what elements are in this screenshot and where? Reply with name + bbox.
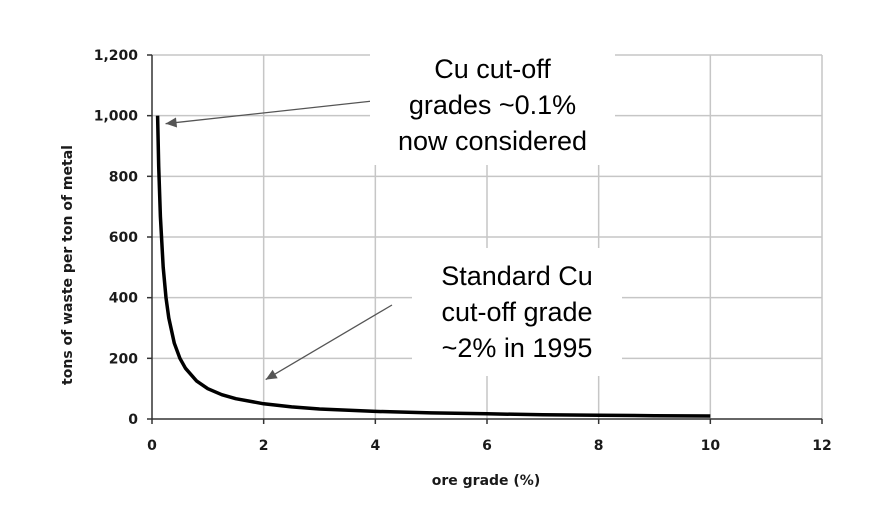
x-tick-label-0: 0 — [147, 438, 157, 454]
annotation-arrowhead-1 — [165, 117, 178, 128]
series-line-1 — [155, 115, 711, 418]
annotation-box-1 — [370, 45, 615, 165]
annotation-1-line-2: grades ~0.1% — [409, 90, 576, 120]
annotation-2-line-1: Standard Cu — [441, 261, 593, 291]
annotation-2-line-2: cut-off grade — [441, 297, 592, 327]
annotation-1-line-1: Cu cut-off — [434, 54, 551, 84]
x-tick-label-2: 2 — [259, 438, 269, 454]
x-axis-label: ore grade (%) — [432, 473, 540, 489]
x-tick-label-10: 10 — [701, 438, 721, 454]
y-tick-labels: 0 200 400 600 800 1,000 1,200 — [94, 48, 139, 428]
annotation-1-line-3: now considered — [398, 126, 587, 156]
annotation-2: Standard Cu cut-off grade ~2% in 1995 — [265, 248, 622, 381]
y-tick-label-600: 600 — [109, 230, 138, 246]
x-tick-labels: 0 2 4 6 8 10 12 — [147, 438, 832, 454]
annotation-arrow-2 — [265, 304, 393, 381]
y-tick-label-1,200: 1,200 — [94, 48, 139, 64]
annotation-2-line-3: ~2% in 1995 — [442, 333, 593, 363]
axes — [147, 54, 823, 424]
annotation-arrow-1 — [165, 99, 383, 125]
x-tick-label-4: 4 — [370, 438, 380, 454]
x-tick-label-12: 12 — [812, 438, 831, 454]
y-tick-label-800: 800 — [109, 169, 138, 185]
y-tick-label-200: 200 — [109, 351, 138, 367]
annotation-box-2 — [412, 248, 622, 376]
annotation-arrowhead-2 — [265, 369, 278, 380]
series-group — [155, 115, 711, 418]
y-tick-label-1,000: 1,000 — [94, 109, 139, 125]
x-tick-label-6: 6 — [482, 438, 492, 454]
annotations: Cu cut-off grades ~0.1% now considered Stan… — [165, 45, 622, 381]
annotation-1: Cu cut-off grades ~0.1% now considered — [165, 45, 615, 165]
y-tick-label-0: 0 — [128, 412, 138, 428]
y-axis-label: tons of waste per ton of metal — [60, 145, 76, 385]
x-tick-label-8: 8 — [594, 438, 604, 454]
y-tick-label-400: 400 — [109, 291, 138, 307]
